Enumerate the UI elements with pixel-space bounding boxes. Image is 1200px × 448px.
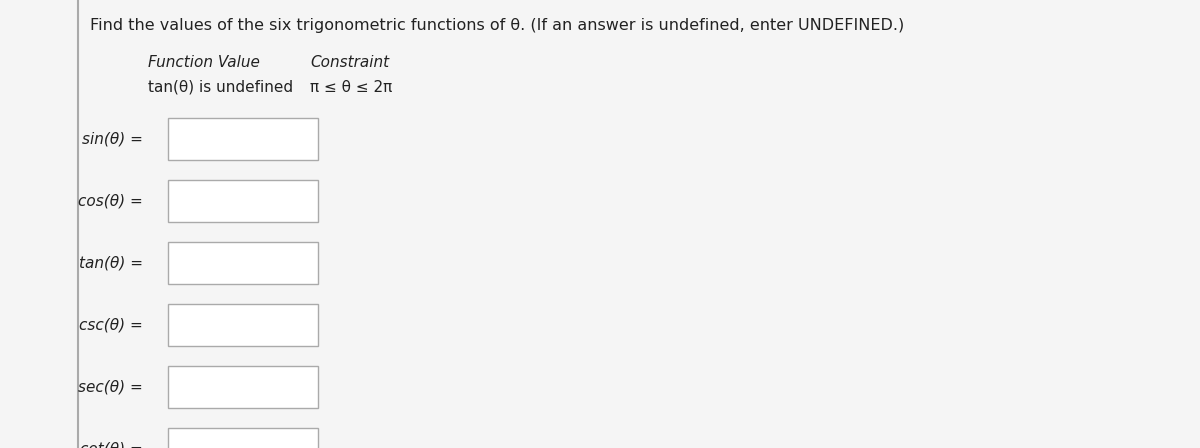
Text: sec(θ) =: sec(θ) = [78, 379, 143, 395]
Text: tan(θ) =: tan(θ) = [79, 255, 143, 271]
Text: π ≤ θ ≤ 2π: π ≤ θ ≤ 2π [310, 80, 392, 95]
Bar [168, 366, 318, 408]
Bar [168, 118, 318, 160]
Text: cot(θ) =: cot(θ) = [80, 441, 143, 448]
Text: csc(θ) =: csc(θ) = [79, 318, 143, 332]
Text: Constraint: Constraint [310, 55, 389, 70]
Text: Function Value: Function Value [148, 55, 260, 70]
Text: tan(θ) is undefined: tan(θ) is undefined [148, 80, 293, 95]
Bar [168, 242, 318, 284]
Text: sin(θ) =: sin(θ) = [82, 132, 143, 146]
Text: cos(θ) =: cos(θ) = [78, 194, 143, 208]
Bar [168, 180, 318, 222]
Bar [168, 428, 318, 448]
Text: Find the values of the six trigonometric functions of θ. (If an answer is undefi: Find the values of the six trigonometric… [90, 18, 905, 33]
Bar [168, 304, 318, 346]
